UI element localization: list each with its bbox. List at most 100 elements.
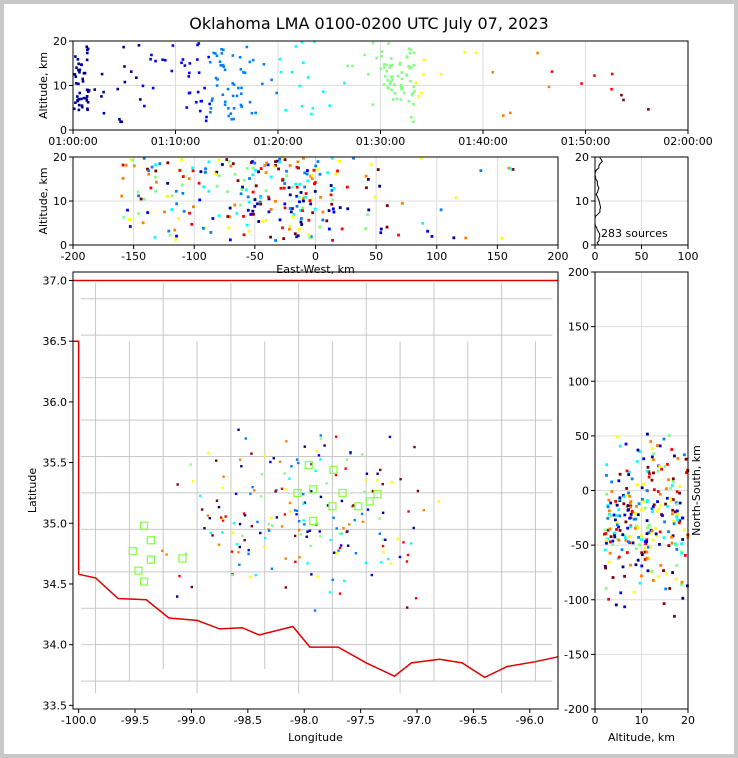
map-source-point <box>298 528 301 532</box>
ew-point <box>279 186 283 190</box>
time-height-point <box>222 65 225 68</box>
ns-point <box>625 469 629 473</box>
time-height-point <box>150 53 153 57</box>
time-height-point <box>231 94 235 98</box>
time-height-point <box>232 117 235 121</box>
plan-ytick-label: 34.0 <box>43 639 68 652</box>
ns-point <box>677 521 681 525</box>
map-source-point <box>237 550 240 554</box>
map-source-point <box>398 555 402 559</box>
ns-point <box>680 542 683 546</box>
plan-view-frame <box>72 271 559 710</box>
map-source-point <box>280 487 284 490</box>
time-height-point <box>302 61 305 64</box>
time-height-point <box>74 82 78 85</box>
ew-point <box>242 233 246 237</box>
ns-point <box>621 533 625 537</box>
ew-point <box>231 162 235 166</box>
ns-point <box>606 528 610 532</box>
map-source-point <box>248 575 252 579</box>
ns-point <box>617 538 621 542</box>
map-source-point <box>437 500 440 503</box>
map-source-point <box>250 452 253 455</box>
ns-point <box>609 535 613 539</box>
time-height-point <box>387 42 390 45</box>
ns-point <box>658 444 662 448</box>
ns-point <box>627 470 631 474</box>
time-height-point <box>78 91 82 95</box>
time-height-point <box>229 112 233 115</box>
time-height-point <box>188 91 192 95</box>
map-source-point <box>338 546 342 550</box>
ew-point <box>254 184 258 188</box>
ew-point <box>247 230 251 233</box>
ew-xtick-label: 150 <box>487 250 508 263</box>
map-source-point <box>340 499 344 503</box>
ns-ytick-label: 100 <box>568 375 589 388</box>
time-height-point <box>279 70 283 74</box>
time-height-point <box>346 64 349 68</box>
ew-xtick-label: -200 <box>61 250 86 263</box>
ew-xtick-label: 100 <box>426 250 447 263</box>
map-source-point <box>207 451 210 455</box>
time-height-point <box>223 100 227 104</box>
ns-point <box>615 521 619 525</box>
time-height-point <box>77 68 80 72</box>
ew-point <box>211 217 215 220</box>
ew-point <box>299 208 302 212</box>
ns-point <box>629 505 632 509</box>
ns-point <box>642 482 645 486</box>
time-height-point <box>270 78 273 82</box>
ns-point <box>638 581 642 585</box>
ew-point <box>376 168 380 171</box>
ns-point <box>658 492 662 496</box>
ew-point <box>287 227 291 231</box>
ns-point <box>651 579 655 582</box>
lma-station-marker <box>293 488 302 498</box>
map-source-point <box>344 467 347 470</box>
ew-point <box>251 209 255 213</box>
map-source-point <box>409 542 413 545</box>
ew-point <box>150 165 154 169</box>
time-height-point <box>215 84 219 87</box>
ns-point <box>634 547 638 550</box>
ew-point <box>439 208 443 212</box>
ns-point <box>650 510 654 514</box>
map-source-point <box>382 550 385 554</box>
ns-point <box>670 541 674 545</box>
ew-point <box>310 173 314 177</box>
ew-point <box>217 174 221 178</box>
ns-point <box>630 509 634 513</box>
ns-point <box>615 528 618 531</box>
ew-point <box>330 156 334 160</box>
ns-point <box>673 510 677 514</box>
time-height-point <box>76 99 79 102</box>
ns-point <box>643 506 647 510</box>
time-height-point <box>367 72 370 76</box>
ew-point <box>120 194 124 198</box>
map-source-point <box>262 546 266 549</box>
ew-point <box>345 185 349 189</box>
ns-point <box>645 532 649 536</box>
map-source-point <box>237 428 240 431</box>
ns-point <box>608 540 612 544</box>
ew-point <box>229 164 233 168</box>
ew-point <box>263 164 267 167</box>
time-height-point <box>399 84 403 87</box>
time-height-point <box>322 90 325 93</box>
ew-point <box>256 202 259 206</box>
ns-point <box>615 514 619 517</box>
time-height-point <box>412 64 415 67</box>
map-source-point <box>242 512 246 515</box>
time-height-point <box>382 63 386 66</box>
map-source-point <box>342 526 345 530</box>
ns-point <box>617 555 621 559</box>
ew-point <box>277 167 280 171</box>
time-height-point <box>81 77 85 81</box>
time-height-point <box>235 94 239 98</box>
ew-point <box>246 195 250 199</box>
lma-station-marker <box>328 502 337 511</box>
time-height-point <box>204 119 208 123</box>
time-height-point <box>77 62 80 66</box>
ns-point <box>656 575 660 578</box>
